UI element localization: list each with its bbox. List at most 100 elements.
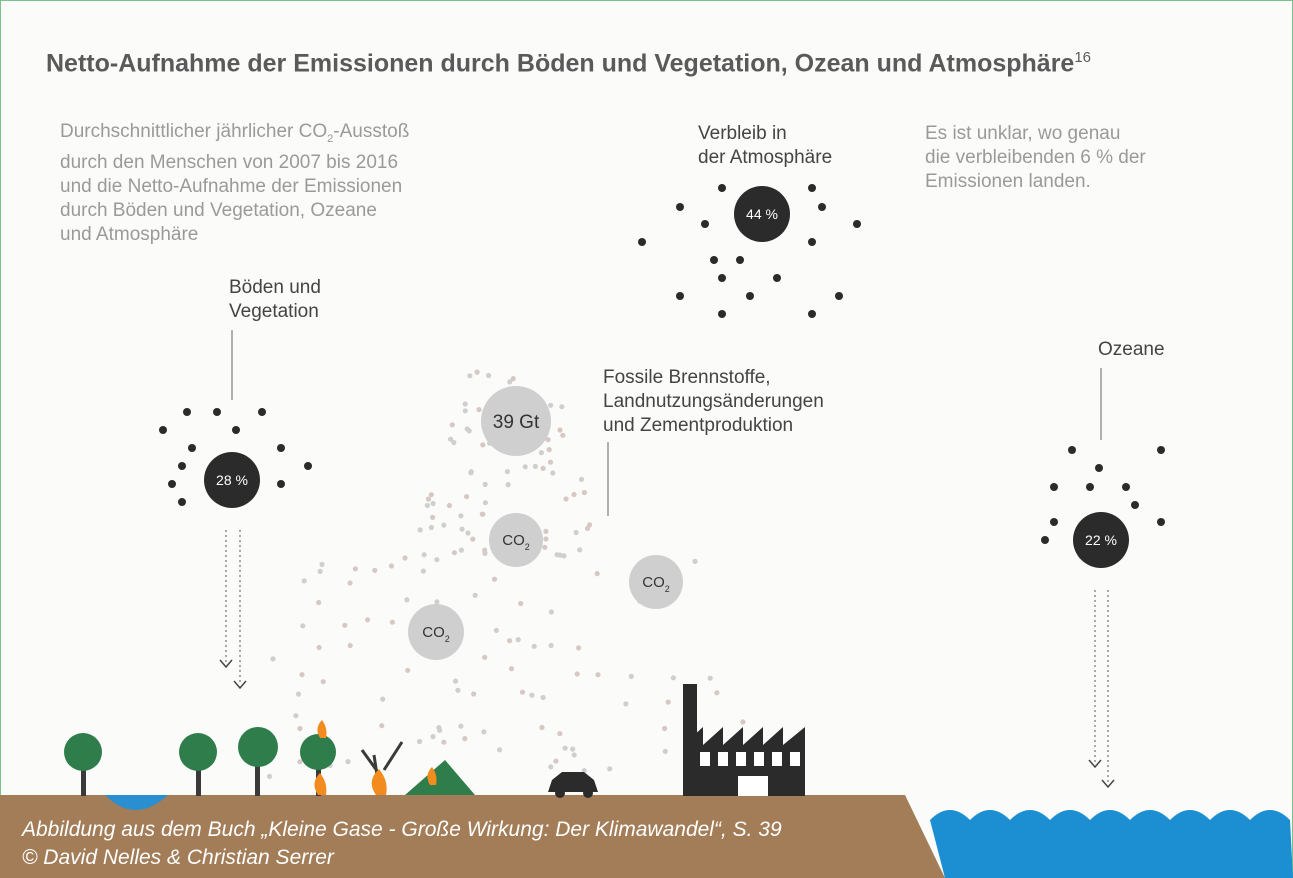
co2-text: CO xyxy=(502,532,525,549)
dot xyxy=(486,373,491,378)
dot xyxy=(482,551,487,556)
dot xyxy=(1086,483,1094,491)
dot xyxy=(453,679,458,684)
dot xyxy=(296,692,301,697)
dots xyxy=(159,184,1165,781)
dot xyxy=(434,557,439,562)
dot xyxy=(467,373,472,378)
dot xyxy=(473,593,478,598)
dot xyxy=(429,492,434,497)
dot xyxy=(572,752,577,757)
dot xyxy=(213,408,221,416)
dot xyxy=(426,497,431,502)
dot xyxy=(553,759,558,764)
dot xyxy=(476,407,481,412)
land-label: Böden und Vegetation xyxy=(229,276,321,324)
dot xyxy=(518,601,523,606)
dot xyxy=(379,723,384,728)
credit: © David Nelles & Christian Serrer xyxy=(22,846,334,870)
dot xyxy=(467,428,472,433)
dot xyxy=(808,184,816,192)
label-line: Es ist unklar, wo genau xyxy=(925,122,1146,146)
dot xyxy=(529,693,534,698)
dot xyxy=(1095,464,1103,472)
dot xyxy=(267,774,272,779)
dot xyxy=(459,548,464,553)
dot xyxy=(638,238,646,246)
dot xyxy=(547,447,552,452)
dot xyxy=(483,482,488,487)
label-line: Landnutzungsänderungen xyxy=(603,390,824,414)
dot xyxy=(430,515,435,520)
dot xyxy=(380,697,385,702)
dot xyxy=(1050,483,1058,491)
dot xyxy=(463,408,468,413)
intro-text: Durchschnittlicher jährlicher CO xyxy=(60,121,327,142)
dot xyxy=(736,256,744,264)
label-line: und Zementproduktion xyxy=(603,414,824,438)
dot xyxy=(561,553,566,558)
dot xyxy=(595,672,600,677)
dot xyxy=(321,679,326,684)
dot xyxy=(463,401,468,406)
dot xyxy=(835,292,843,300)
ocean-share: 22 % xyxy=(1085,532,1117,548)
dot xyxy=(450,422,455,427)
dot xyxy=(718,184,726,192)
dot xyxy=(431,501,436,506)
dot xyxy=(404,597,409,602)
dot xyxy=(550,470,555,475)
dot xyxy=(532,644,537,649)
dot xyxy=(718,310,726,318)
dot xyxy=(549,609,554,614)
dot xyxy=(1131,501,1139,509)
dot xyxy=(452,550,457,555)
dot xyxy=(714,690,719,695)
dot xyxy=(494,628,499,633)
dot xyxy=(1050,518,1058,526)
dot xyxy=(441,523,446,528)
dot xyxy=(417,739,422,744)
dot xyxy=(676,203,684,211)
dot xyxy=(277,480,285,488)
dot xyxy=(818,203,826,211)
dot xyxy=(434,599,439,604)
dot xyxy=(701,220,709,228)
dot xyxy=(429,525,434,530)
label-line: Böden und xyxy=(229,276,321,300)
dot xyxy=(468,470,473,475)
title: Netto-Aufnahme der Emissionen durch Böde… xyxy=(46,46,1091,75)
dot xyxy=(178,462,186,470)
ocean-label: Ozeane xyxy=(1098,338,1165,362)
dot xyxy=(505,469,510,474)
unclear-note: Es ist unklar, wo genau die verbleibende… xyxy=(925,122,1146,194)
dot xyxy=(470,537,475,542)
dot xyxy=(576,645,581,650)
dot xyxy=(232,426,240,434)
dot xyxy=(425,503,430,508)
dot xyxy=(509,666,514,671)
dot xyxy=(585,526,590,531)
dot xyxy=(464,494,469,499)
dot xyxy=(183,408,191,416)
dot xyxy=(168,480,176,488)
footnote-ref: 16 xyxy=(1074,49,1091,66)
intro-line: und Atmosphäre xyxy=(60,223,409,247)
dot xyxy=(708,676,713,681)
dot xyxy=(571,492,576,497)
dot xyxy=(629,674,634,679)
dot xyxy=(595,571,600,576)
dot xyxy=(293,713,298,718)
dot xyxy=(559,404,564,409)
dot xyxy=(402,555,407,560)
atmosphere-share: 44 % xyxy=(746,206,778,222)
dot xyxy=(507,379,512,384)
dot xyxy=(557,731,562,736)
dot xyxy=(582,490,587,495)
dot xyxy=(436,725,441,730)
dot xyxy=(318,569,323,574)
dot xyxy=(548,403,553,408)
trees xyxy=(64,727,475,796)
dot xyxy=(808,310,816,318)
dot xyxy=(623,701,628,706)
